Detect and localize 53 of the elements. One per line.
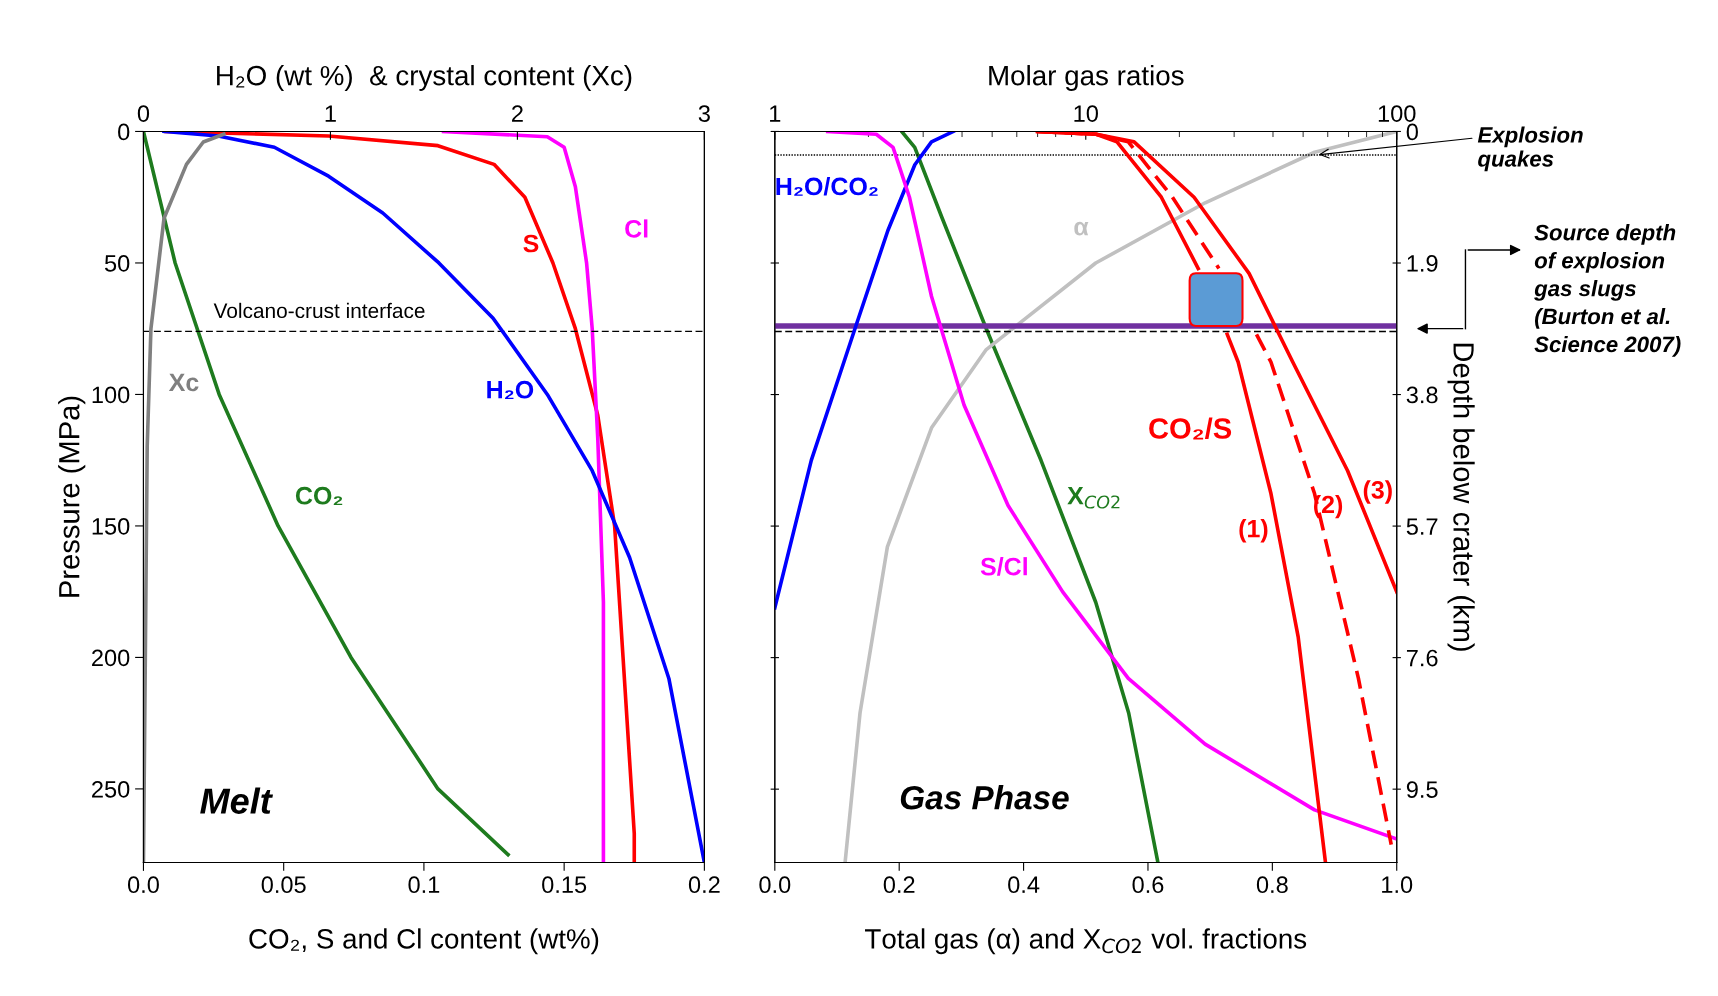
series-label: (1)	[1239, 519, 1268, 543]
y-tick-label: 100	[92, 386, 130, 404]
x-tick-label: 0.1	[408, 876, 440, 894]
y-tick-label: 0	[1406, 123, 1418, 141]
y-tick-label: 7.6	[1406, 649, 1438, 667]
series-label: H₂O/CO₂	[776, 176, 878, 196]
series-label: CO₂	[295, 486, 343, 506]
x2-axis-title: H₂O (wt %) & crystal content (Xc)	[217, 65, 632, 91]
x-tick-label: 1.0	[1382, 876, 1413, 894]
y-tick-label: 200	[92, 649, 130, 667]
y-tick-label: 3.8	[1406, 386, 1438, 404]
annotation: Gas Phase	[900, 785, 1069, 810]
ref-line-label: Volcano-crust interface	[213, 302, 425, 319]
x2-tick-label: 1	[325, 105, 336, 122]
x-tick-label: 0.0	[127, 876, 159, 894]
x2-tick-label: 1	[770, 105, 781, 122]
series-label: Cl	[625, 219, 648, 238]
y-tick-label: 9.5	[1406, 781, 1438, 798]
series-label: X$_{CO2}$	[1067, 487, 1120, 509]
x-tick-label: 0.8	[1256, 876, 1288, 894]
x-axis-title: Total gas (α) and X$_{CO2}$ vol. fractions	[865, 928, 1307, 955]
x-tick-label: 0.0	[759, 876, 791, 894]
series-label: Xc	[168, 373, 199, 392]
y-tick-label: 1.9	[1407, 255, 1438, 272]
x-tick-label: 0.2	[883, 876, 915, 894]
y-axis-title: Pressure (MPa)	[58, 396, 86, 597]
y-axis-title: Depth below crater (km)	[1447, 343, 1475, 651]
source-note: Source depth of explosion gas slugs (Burton et al. Science 2007)	[1534, 224, 1681, 357]
x-tick-label: 0.15	[542, 876, 587, 894]
x2-tick-label: 2	[512, 105, 523, 122]
y-tick-label: 50	[104, 255, 130, 272]
series-label: S	[523, 234, 539, 253]
series-label: α	[1074, 221, 1089, 236]
y-tick-label: 250	[92, 780, 130, 798]
x-tick-label: 0.05	[261, 876, 306, 894]
x2-tick-label: 0	[137, 105, 150, 122]
x2-axis-title: Molar gas ratios	[989, 65, 1184, 91]
x2-tick-label: 10	[1074, 105, 1098, 122]
y-tick-label: 150	[92, 518, 130, 535]
x2-tick-label: 100	[1378, 105, 1416, 122]
series-label: S/Cl	[980, 557, 1027, 576]
series-label: (3)	[1363, 480, 1392, 504]
series-label: H₂O	[487, 380, 534, 400]
y-tick-label: 5.7	[1406, 518, 1438, 535]
annotation: CO₂/S	[1149, 417, 1232, 440]
annotation: Melt	[200, 787, 273, 814]
x2-tick-label: 3	[698, 105, 710, 122]
x-axis-title: CO₂, S and Cl content (wt%)	[249, 928, 599, 955]
y-tick-label: 0	[118, 123, 130, 141]
x-tick-label: 0.4	[1008, 876, 1040, 894]
x-tick-label: 0.6	[1132, 876, 1164, 894]
x-tick-label: 0.2	[688, 876, 720, 894]
ref-line-label: Explosion quakes	[1477, 126, 1583, 172]
